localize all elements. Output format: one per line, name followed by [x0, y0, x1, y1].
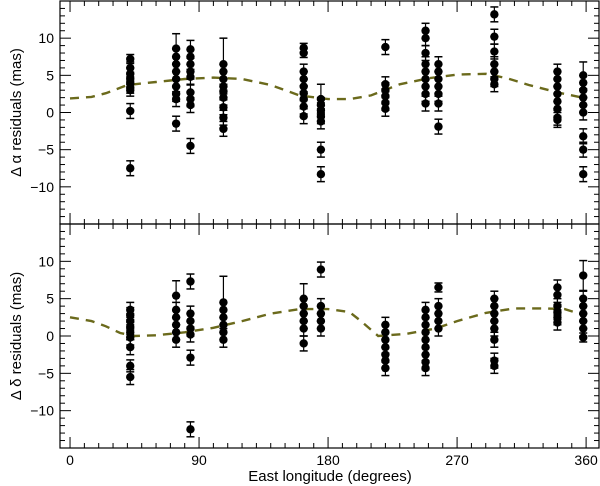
- y-tick-label: −5: [38, 365, 54, 381]
- x-axis-title: East longitude (degrees): [248, 468, 411, 485]
- data-point: [219, 120, 228, 138]
- plot-area: [69, 259, 588, 438]
- x-tick-label: 180: [316, 452, 340, 468]
- data-point: [219, 331, 228, 348]
- data-point: [299, 108, 308, 125]
- data-point: [421, 95, 430, 112]
- data-point: [171, 331, 181, 348]
- y-tick-label: −10: [30, 403, 54, 419]
- y-tick-label: 0: [46, 328, 54, 344]
- data-point: [186, 96, 195, 114]
- model-dashed-line: [69, 307, 587, 338]
- data-point: [126, 83, 135, 97]
- data-point: [186, 421, 195, 438]
- y-tick-label: 10: [38, 30, 54, 46]
- data-point: [299, 335, 308, 352]
- x-tick-label: 90: [191, 452, 207, 468]
- data-point: [490, 357, 499, 375]
- data-point: [186, 349, 195, 366]
- data-point: [434, 320, 443, 337]
- data-point: [126, 338, 135, 356]
- data-point: [171, 90, 181, 108]
- plot-frame: [59, 0, 600, 225]
- data-point: [316, 141, 326, 158]
- y-tick-label: 5: [46, 291, 54, 307]
- bottom-panel-dec-residuals: −10 −5 0 5 10 Δ δ residuals (mas): [8, 223, 600, 449]
- y-tick-label: −5: [38, 142, 54, 158]
- data-point: [434, 118, 443, 135]
- data-point: [126, 368, 135, 386]
- data-point: [126, 102, 135, 120]
- data-point: [579, 104, 588, 121]
- data-point: [421, 359, 430, 377]
- y-tick-label: 5: [46, 67, 54, 83]
- data-point: [490, 6, 499, 23]
- top-panel-ra-residuals: −10 −5 0 5 10 Δ α residuals (mas): [8, 0, 600, 225]
- y-axis-title-top: Δ α residuals (mas): [8, 48, 25, 177]
- data-point: [490, 28, 499, 45]
- data-point: [490, 76, 499, 93]
- data-point: [381, 38, 390, 56]
- plot-frame: [59, 223, 600, 449]
- data-point: [381, 100, 390, 117]
- data-point: [434, 282, 443, 293]
- data-point: [299, 47, 308, 59]
- y-axis-title-bottom: Δ δ residuals (mas): [8, 272, 25, 400]
- y-tick-label: −10: [30, 179, 54, 195]
- data-point: [579, 166, 588, 183]
- data-point: [316, 261, 326, 278]
- data-point: [579, 259, 588, 292]
- data-point: [186, 273, 195, 290]
- data-point: [579, 141, 588, 158]
- plot-area: [69, 6, 588, 183]
- data-point: [316, 320, 326, 337]
- data-point: [553, 111, 562, 129]
- data-point: [186, 137, 195, 155]
- data-point: [553, 314, 562, 331]
- y-tick-label: 0: [46, 105, 54, 121]
- data-point: [434, 95, 443, 112]
- x-tick-label: 360: [574, 452, 598, 468]
- data-point: [316, 113, 326, 130]
- y-tick-label: 10: [38, 253, 54, 269]
- x-axis: 0 90 180 270 360: [66, 452, 598, 468]
- data-point: [381, 359, 390, 377]
- data-point: [126, 160, 135, 177]
- data-point: [186, 326, 195, 343]
- data-point: [316, 166, 326, 183]
- data-point: [490, 331, 499, 348]
- model-dashed-line: [69, 72, 587, 101]
- data-point: [171, 115, 181, 132]
- x-tick-label: 0: [66, 452, 74, 468]
- x-tick-label: 270: [445, 452, 469, 468]
- data-point: [579, 332, 588, 343]
